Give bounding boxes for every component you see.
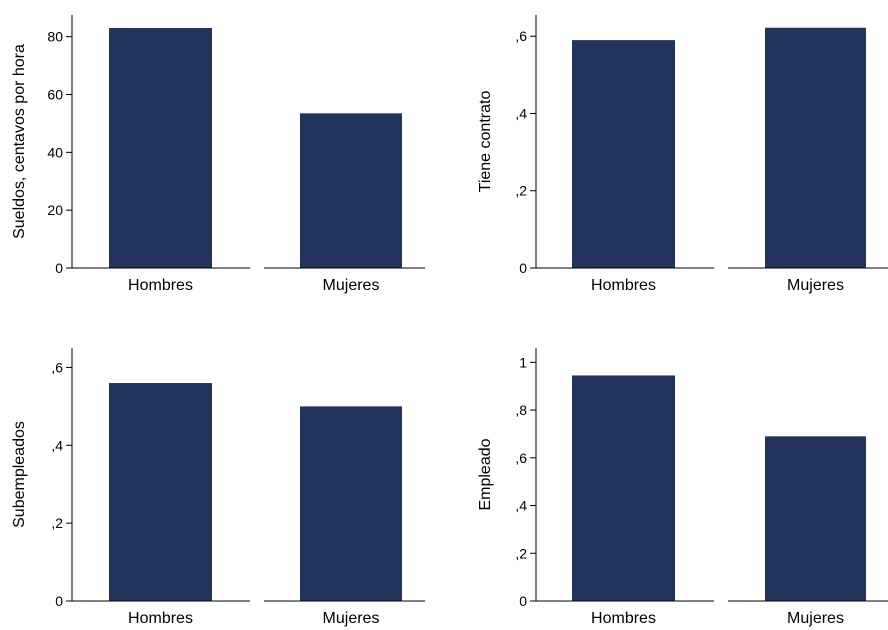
y-tick-label: ,2 [515,545,527,561]
chart-panel-1: 0 20 40 60 80 Hombres Mujeres Sueldos, centavos… [11,15,425,294]
y-axis-title: Tiene contrato [477,91,494,193]
y-tick-label: 0 [519,593,527,609]
y-tick-label: 0 [519,260,527,276]
y-tick-label: 20 [47,202,63,218]
x-category-label: Mujeres [323,277,380,294]
x-category-label: Mujeres [787,277,844,294]
x-category-label: Hombres [128,277,193,294]
y-tick-label: ,4 [515,105,527,121]
x-category-label: Hombres [591,610,656,627]
y-tick-label: ,4 [51,437,63,453]
x-category-label: Mujeres [323,610,380,627]
bar-mujeres [765,436,866,601]
y-tick-label: ,4 [515,498,527,514]
y-tick-label: ,8 [515,402,527,418]
y-tick-label: ,6 [51,359,63,375]
x-category-label: Hombres [128,610,193,627]
x-category-label: Hombres [591,277,656,294]
y-tick-label: ,2 [51,515,63,531]
chart-panel-2: 0 ,2 ,4 ,6 Hombres Mujeres Tiene contrato [477,15,888,294]
bar-mujeres [300,113,402,269]
y-tick-label: ,6 [515,450,527,466]
chart-panel-4: 0 ,2 ,4 ,6 ,8 1 Hombres Mujeres Empleado [477,348,888,627]
y-tick-label: ,6 [515,28,527,44]
x-category-label: Mujeres [787,610,844,627]
y-tick-label: 0 [55,593,63,609]
y-tick-label: 80 [47,29,63,45]
bar-hombres [572,40,675,268]
y-axis-title: Empleado [477,438,494,510]
bar-hombres [572,375,675,601]
y-tick-label: 1 [519,354,527,370]
y-axis-title: Sueldos, centavos por hora [11,44,28,239]
bar-hombres [109,28,212,268]
y-tick-label: 40 [47,144,63,160]
y-tick-label: ,2 [515,183,527,199]
y-tick-label: 60 [47,87,63,103]
chart-panel-3: 0 ,2 ,4 ,6 Hombres Mujeres Subempleados [11,348,425,627]
bar-mujeres [765,27,866,268]
bar-hombres [109,383,212,601]
bar-mujeres [300,406,402,601]
y-axis-title: Subempleados [11,421,28,528]
y-tick-label: 0 [55,260,63,276]
